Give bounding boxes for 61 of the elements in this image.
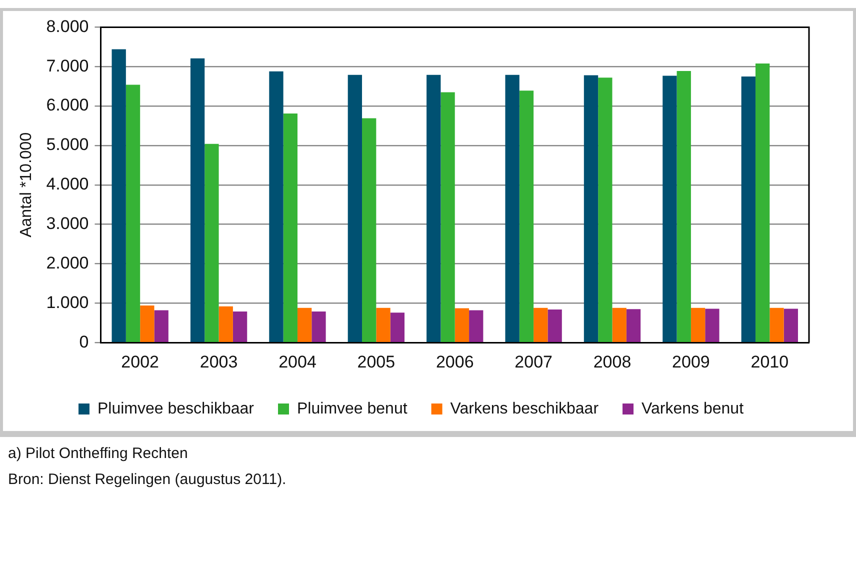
bar: [505, 74, 520, 342]
bar: [126, 84, 140, 342]
bar: [534, 308, 548, 342]
bar: [297, 308, 312, 342]
x-tick-label: 2007: [514, 352, 552, 372]
bar: [454, 308, 470, 342]
bar: [469, 310, 484, 342]
x-tick-label: 2009: [672, 352, 710, 372]
bar: [190, 58, 205, 342]
x-tick-label: 2006: [436, 352, 474, 372]
y-tick-label: 4.000: [46, 174, 89, 194]
x-tick-label: 2010: [750, 352, 789, 372]
bar: [140, 306, 154, 342]
bar: [232, 311, 248, 342]
y-tick-label: 7.000: [46, 56, 89, 76]
bar: [705, 308, 720, 342]
x-tick-label: 2002: [121, 352, 160, 372]
bar: [376, 308, 390, 342]
bar: [348, 74, 362, 342]
y-axis-title: Aantal *10.000: [18, 132, 36, 238]
bar: [755, 63, 770, 342]
bar: [204, 144, 219, 342]
bar: [690, 308, 706, 342]
bar: [519, 90, 534, 342]
bar: [741, 76, 756, 342]
x-tick-label: 2004: [278, 352, 316, 372]
bar: [770, 308, 784, 342]
text: a) Pilot Ontheffing Rechten: [8, 444, 189, 464]
bar: [598, 78, 612, 342]
y-tick-label: 2.000: [46, 253, 89, 272]
bar: [612, 308, 626, 342]
y-tick-label: 0: [79, 332, 89, 352]
y-tick-label: 8.000: [46, 16, 89, 36]
legend-label: Varkens benut: [642, 400, 744, 418]
x-tick-label: 2003: [200, 352, 238, 372]
text: Bron: Dienst Regelingen (augustus 2011).: [8, 470, 288, 490]
bar: [584, 75, 598, 342]
legend-label: Pluimvee beschikbaar: [97, 400, 255, 418]
bar: [784, 308, 798, 342]
bar: [362, 118, 376, 342]
bar: [426, 74, 441, 342]
bar: [154, 310, 168, 342]
x-tick-label: 2008: [593, 352, 632, 372]
bar: [283, 114, 298, 342]
bar: [548, 309, 562, 342]
bar: [676, 70, 691, 342]
x-tick-label: 2005: [357, 352, 396, 372]
bar: [626, 309, 641, 342]
bar: [218, 306, 233, 342]
bar: [269, 71, 284, 342]
bar: [312, 311, 326, 342]
y-tick-label: 5.000: [46, 135, 89, 154]
legend-label: Pluimvee benut: [297, 400, 408, 418]
y-tick-label: 6.000: [46, 96, 89, 115]
legend-label: Varkens beschikbaar: [450, 400, 600, 418]
bar: [440, 92, 455, 342]
bar: [390, 312, 405, 342]
y-tick-label: 1.000: [46, 292, 89, 312]
y-tick-label: 3.000: [46, 214, 89, 234]
bar: [112, 49, 126, 342]
bar: [662, 76, 677, 342]
